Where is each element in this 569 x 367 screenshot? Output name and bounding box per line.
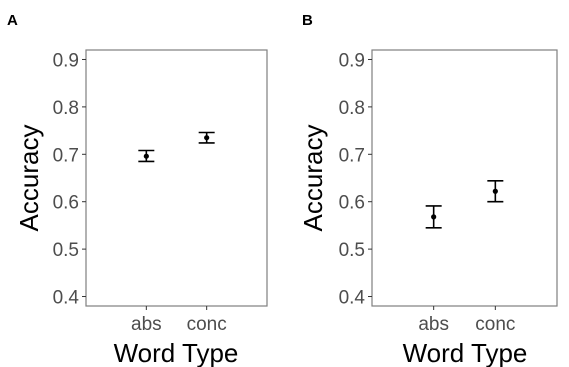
panel-b-y-tick-label-3: 0.7 — [339, 145, 365, 166]
panel-b-y-tick-label-2: 0.6 — [339, 193, 365, 214]
panel-b-point-conc — [492, 188, 498, 194]
panel-a-x-tick-label-conc: conc — [187, 314, 227, 335]
panel-a-marks — [138, 131, 215, 163]
panel-b: B 0.4 0.5 0.6 0.7 0.8 0.9 abs conc Accuracy Wo… — [298, 12, 558, 367]
panel-a-y-tick-label-3: 0.7 — [53, 145, 79, 166]
panel-b-x-axis-title: Word Type — [403, 338, 528, 367]
panel-a-label: A — [7, 12, 18, 29]
panel-b-y-tick-label-1: 0.5 — [339, 240, 365, 261]
panel-b-y-tick-label-4: 0.8 — [339, 98, 365, 119]
panel-a: A 0.4 0.5 0.6 0.7 0.8 0.9 abs conc Accuracy Wo… — [7, 12, 268, 367]
panel-a-y-tick-label-1: 0.5 — [53, 240, 79, 261]
panel-a-y-tick-label-4: 0.8 — [53, 98, 79, 119]
panel-b-y-tick-label-0: 0.4 — [339, 288, 366, 309]
panel-b-point-abs — [431, 214, 437, 220]
panel-b-x-axis: abs conc — [418, 306, 515, 335]
panel-a-point-conc — [204, 135, 210, 141]
panel-a-plot-frame — [85, 49, 268, 307]
panel-b-x-tick-label-conc: conc — [475, 314, 515, 335]
panel-a-y-tick-label-0: 0.4 — [53, 288, 80, 309]
panel-a-y-tick-label-5: 0.9 — [53, 50, 79, 71]
panel-b-marks — [425, 180, 504, 229]
panel-b-y-axis: 0.4 0.5 0.6 0.7 0.8 0.9 — [339, 50, 372, 309]
panel-a-x-axis: abs conc — [131, 306, 227, 335]
panel-b-y-tick-label-5: 0.9 — [339, 50, 365, 71]
panel-b-plot-frame — [371, 49, 558, 307]
panel-a-y-axis-title: Accuracy — [14, 125, 44, 232]
panel-b-x-tick-label-abs: abs — [418, 314, 449, 335]
panel-a-point-abs — [143, 153, 149, 159]
panel-a-x-tick-label-abs: abs — [131, 314, 162, 335]
panel-a-y-tick-label-2: 0.6 — [53, 193, 79, 214]
panel-b-y-axis-title: Accuracy — [298, 125, 328, 232]
panel-b-label: B — [302, 12, 313, 29]
panel-a-y-axis: 0.4 0.5 0.6 0.7 0.8 0.9 — [53, 50, 86, 309]
panel-a-x-axis-title: Word Type — [114, 338, 239, 367]
